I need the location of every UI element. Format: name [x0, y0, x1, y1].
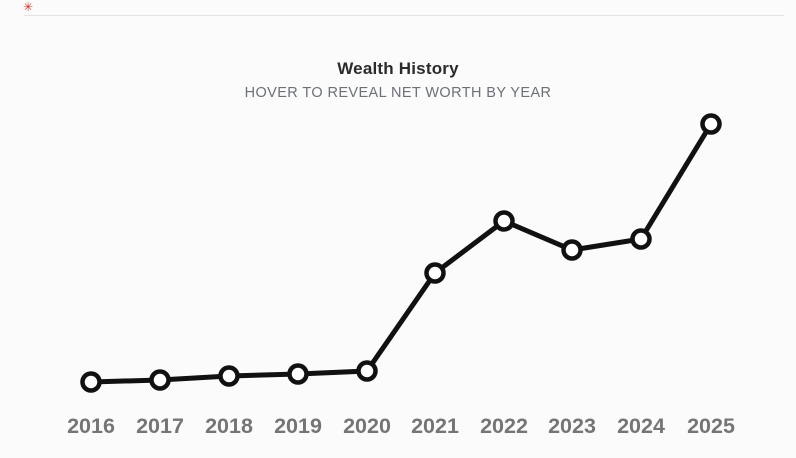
- red-asterisk-icon: ✳: [23, 0, 34, 14]
- x-axis-label-2021: 2021: [411, 414, 459, 438]
- x-axis-label-2020: 2020: [343, 414, 391, 438]
- x-axis-label-2023: 2023: [548, 414, 596, 438]
- x-axis-label-2018: 2018: [205, 414, 253, 438]
- x-axis-label-2024: 2024: [617, 414, 665, 438]
- data-point-2024[interactable]: [630, 228, 652, 250]
- chart-subtitle: HOVER TO REVEAL NET WORTH BY YEAR: [244, 85, 552, 101]
- data-point-2022[interactable]: [493, 210, 515, 232]
- data-point-2019[interactable]: [287, 363, 309, 385]
- data-point-2025[interactable]: [700, 113, 722, 135]
- net-worth-line: [90, 122, 714, 385]
- top-divider: [24, 15, 784, 16]
- chart-title: Wealth History: [337, 59, 459, 78]
- x-axis-label-2017: 2017: [136, 414, 184, 438]
- data-point-2016[interactable]: [80, 371, 102, 393]
- data-point-2017[interactable]: [149, 369, 171, 391]
- data-point-2018[interactable]: [218, 365, 240, 387]
- data-point-2023[interactable]: [561, 239, 583, 261]
- x-axis-label-2025: 2025: [687, 414, 735, 438]
- x-axis-label-2019: 2019: [274, 414, 322, 438]
- x-axis-label-2022: 2022: [480, 414, 528, 438]
- x-axis-label-2016: 2016: [67, 414, 115, 438]
- data-point-2020[interactable]: [356, 360, 378, 382]
- data-point-2021[interactable]: [424, 262, 446, 284]
